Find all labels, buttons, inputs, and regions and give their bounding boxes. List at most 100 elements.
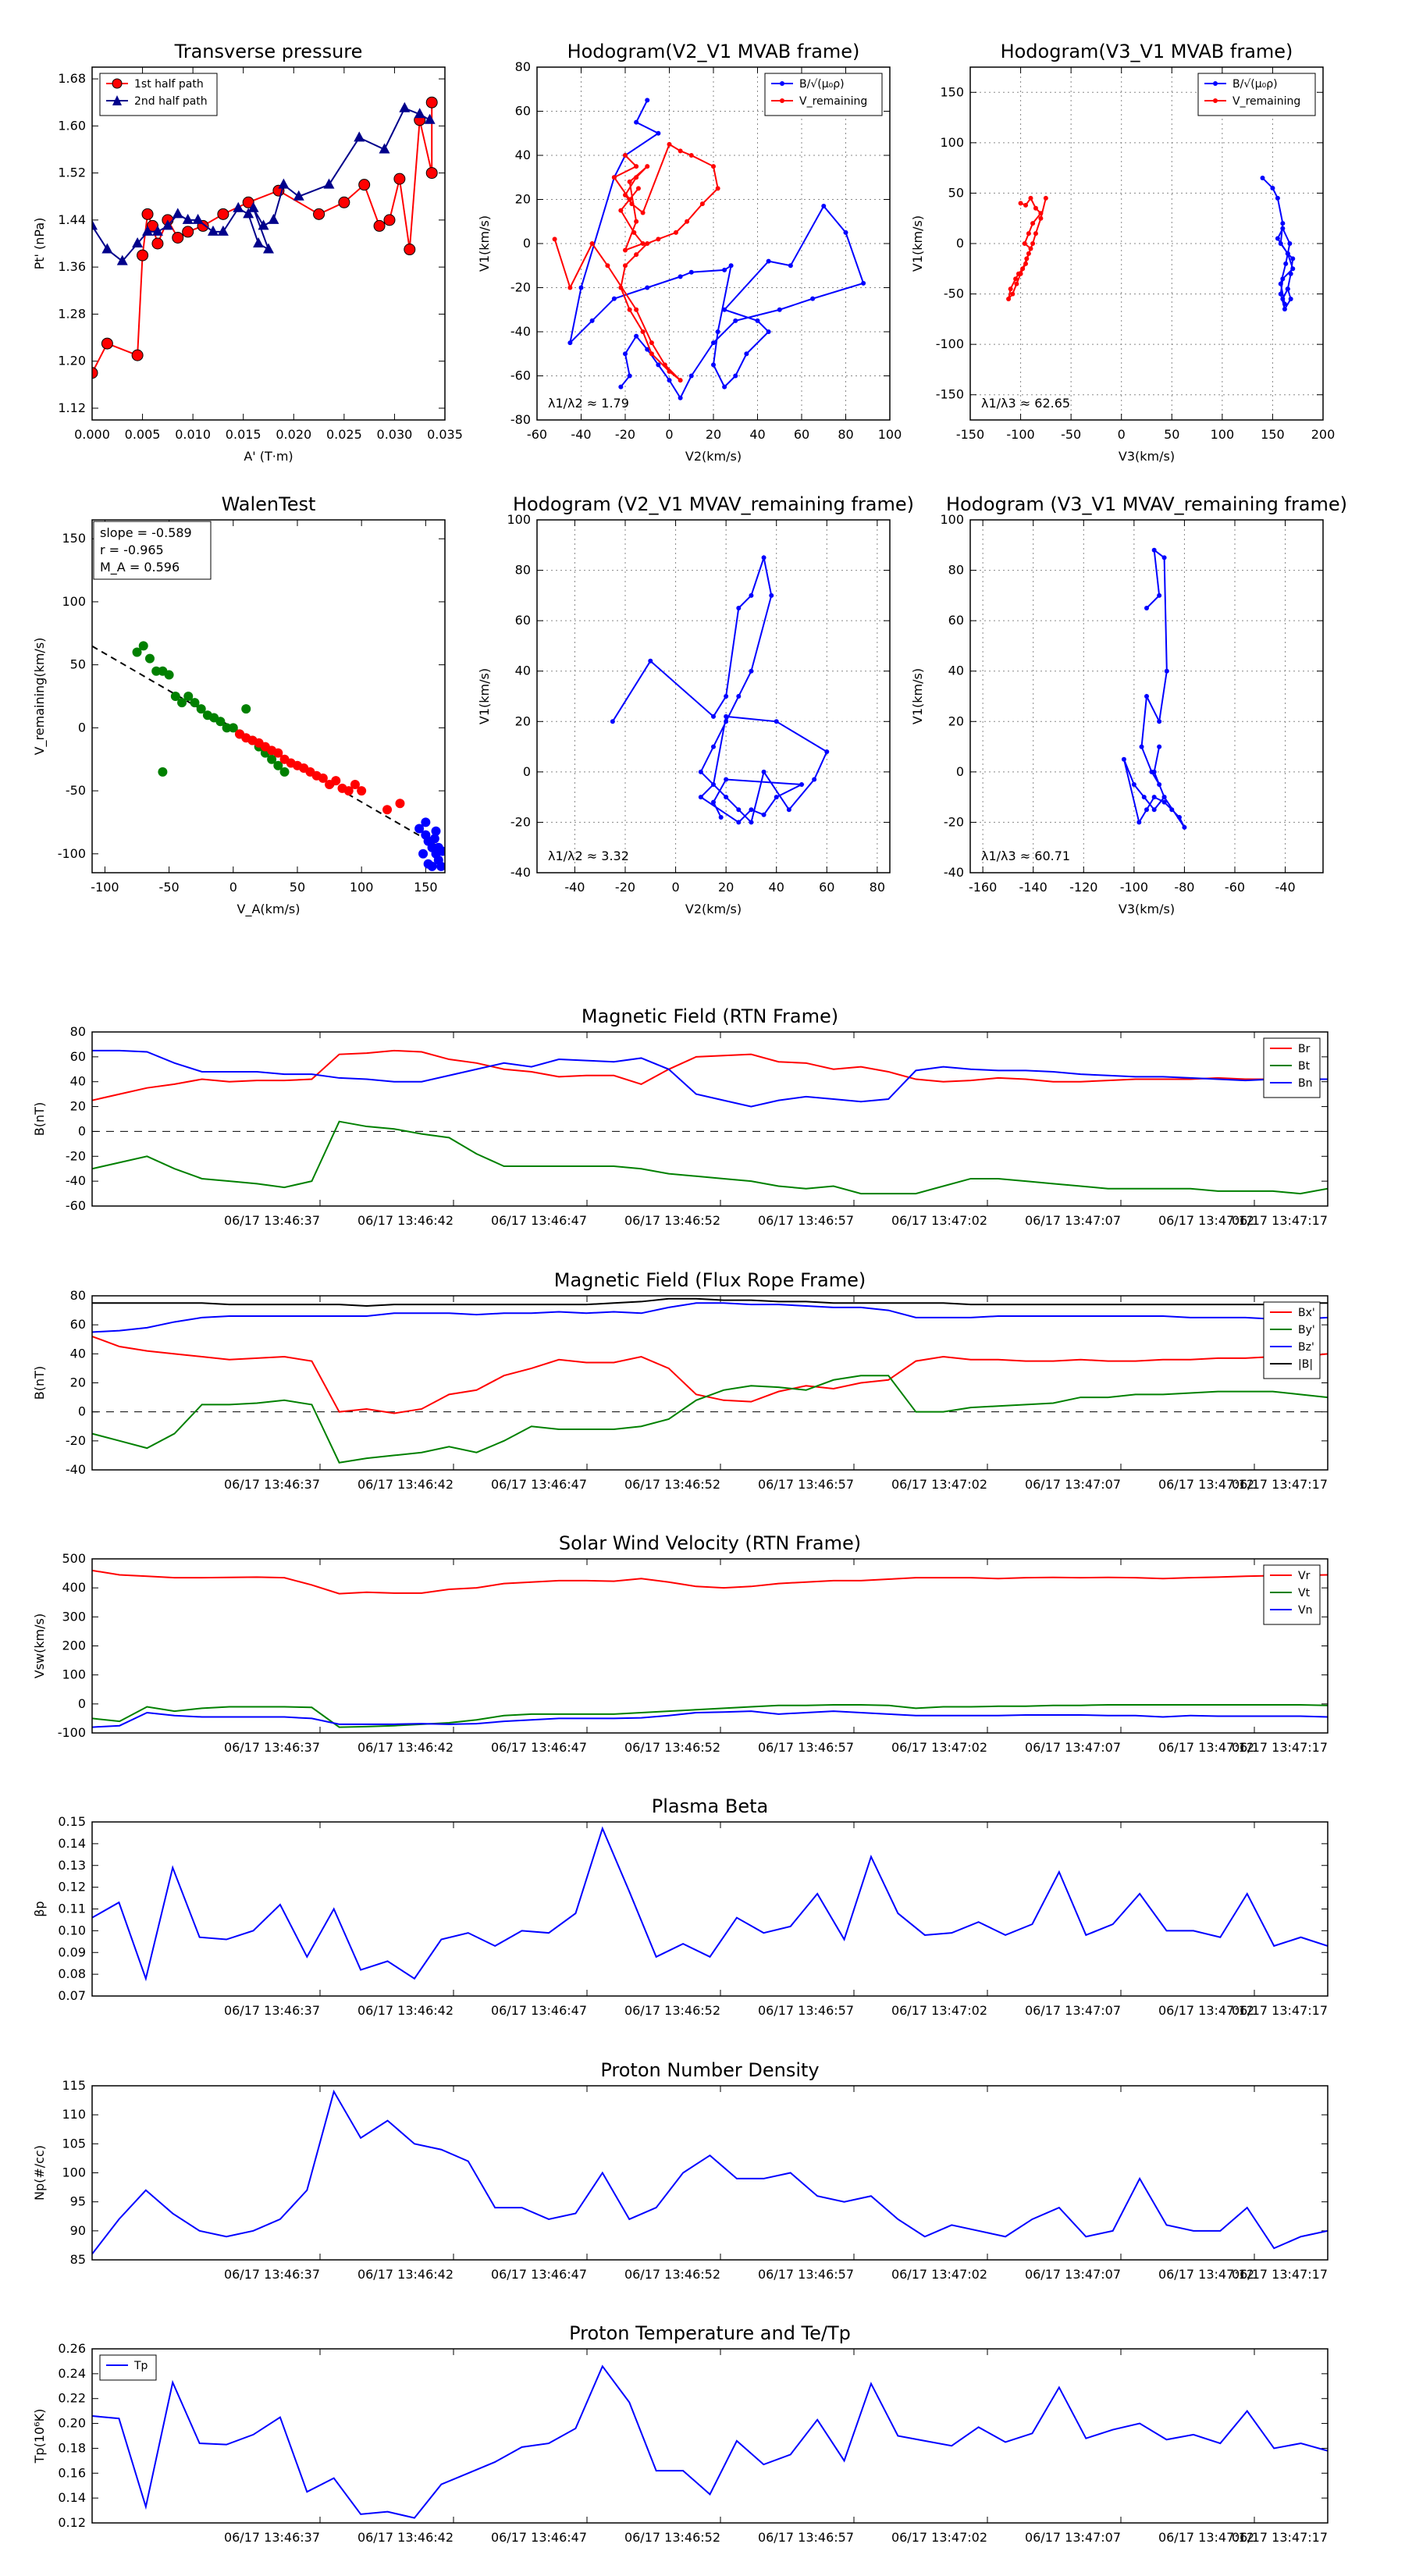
y-tick-label: 0: [78, 720, 86, 735]
data-point: [1033, 205, 1038, 211]
y-axis-label: V_remaining(km/s): [32, 638, 48, 756]
y-tick-label: 200: [62, 1638, 86, 1653]
y-tick-label: 80: [70, 1288, 86, 1303]
data-point: [1030, 221, 1036, 226]
legend-label: Br: [1298, 1043, 1311, 1055]
data-point: [634, 119, 639, 125]
x-tick-label: 0.015: [226, 427, 261, 442]
x-tick-label: 06/17 13:46:37: [224, 1213, 320, 1228]
y-tick-label: 0.24: [58, 2366, 86, 2381]
data-point: [640, 241, 646, 246]
data-point: [1260, 176, 1265, 181]
x-tick-label: -150: [956, 427, 984, 442]
legend-box: [99, 2354, 157, 2381]
x-tick-label: 06/17 13:46:52: [624, 2267, 720, 2282]
data-layer: [92, 1569, 1328, 1728]
scatter-point-green: [177, 698, 187, 708]
data-point: [1026, 231, 1031, 237]
data-point: [1018, 271, 1023, 276]
x-tick-label: 06/17 13:47:02: [891, 2530, 987, 2545]
x-axis-label: A' (T·m): [244, 449, 293, 464]
data-point: [634, 333, 639, 339]
series-line-2nd half path: [92, 107, 431, 262]
data-layer: [552, 98, 866, 400]
data-point: [645, 347, 650, 352]
y-tick-label: 0.18: [58, 2440, 86, 2455]
x-tick-label: 06/17 13:46:52: [624, 2003, 720, 2018]
data-point: [629, 201, 635, 207]
data-point: [1182, 824, 1187, 830]
x-tick-label: 06/17 13:46:47: [491, 1213, 587, 1228]
scatter-point-blue: [414, 824, 425, 834]
data-point: [1008, 286, 1013, 292]
plot-frame: [969, 66, 1324, 421]
y-tick-label: 150: [62, 531, 86, 546]
data-point: [667, 378, 672, 383]
data-point: [645, 285, 650, 290]
scatter-point-green: [279, 767, 290, 777]
y-tick-label: -60: [510, 368, 531, 383]
x-tick-label: 50: [1164, 427, 1179, 442]
data-layer: [1006, 176, 1296, 311]
data-point: [711, 713, 716, 719]
legend-label: Bn: [1298, 1077, 1312, 1090]
data-point: [678, 378, 683, 383]
data-point: [1131, 782, 1136, 787]
chart-title: WalenTest: [222, 493, 316, 515]
data-point: [1141, 795, 1147, 800]
y-tick-label: 0: [523, 764, 531, 779]
scatter-point-blue: [418, 849, 429, 859]
data-point: [766, 329, 771, 334]
x-axis-label: V2(km/s): [685, 449, 742, 464]
data-point: [101, 243, 113, 254]
data-point: [1010, 291, 1016, 297]
data-point: [711, 782, 716, 787]
eigen-ratio-annotation: λ1/λ3 ≈ 60.71: [981, 849, 1070, 863]
series-line-|B|: [92, 1297, 1328, 1308]
data-point: [812, 777, 817, 782]
plot-frame: [91, 1558, 1329, 1734]
y-tick-label: 20: [948, 713, 964, 728]
data-point: [192, 213, 204, 224]
data-point: [404, 244, 416, 256]
data-point: [1024, 256, 1030, 262]
data-layer: [1121, 547, 1187, 830]
legend-label: 1st half path: [134, 78, 204, 91]
panel-sw: -100 0 100 200 300 400 500 06/17 13:46:37 06/17 …: [32, 1532, 1329, 1755]
data-layer: [92, 2089, 1328, 2255]
y-tick-label: 110: [62, 2107, 86, 2122]
data-point: [1136, 820, 1142, 825]
data-point: [141, 208, 154, 220]
series-line-Np: [92, 2089, 1328, 2255]
y-tick-label: -150: [936, 387, 964, 402]
data-point: [268, 213, 279, 224]
y-tick-label: 0.14: [58, 1836, 86, 1851]
data-point: [656, 237, 661, 242]
data-point: [567, 285, 573, 290]
data-point: [635, 186, 641, 191]
data-point: [1006, 297, 1012, 302]
y-tick-label: 400: [62, 1580, 86, 1595]
data-point: [656, 130, 661, 136]
y-tick-label: 1.28: [58, 306, 86, 321]
x-tick-label: 06/17 13:47:12: [1158, 1477, 1254, 1492]
x-tick-label: -100: [1120, 880, 1148, 895]
data-point: [253, 237, 265, 247]
data-point: [623, 351, 628, 357]
data-point: [1288, 271, 1293, 276]
data-point: [92, 367, 98, 379]
scatter-point-blue: [437, 846, 445, 856]
y-tick-label: 40: [515, 148, 531, 162]
data-point: [101, 337, 113, 350]
plot-frame: [536, 66, 891, 421]
x-tick-label: 06/17 13:46:37: [224, 1740, 320, 1755]
data-point: [1290, 266, 1296, 272]
data-point: [749, 820, 754, 825]
y-axis-label: Vsw(km/s): [32, 1614, 47, 1678]
x-axis-label: V3(km/s): [1119, 902, 1175, 916]
y-tick-label: 0.20: [58, 2416, 86, 2431]
series-line-Bz': [92, 1302, 1328, 1333]
scatter-point-red: [318, 773, 328, 783]
data-point: [1151, 807, 1157, 813]
data-point: [645, 241, 650, 246]
